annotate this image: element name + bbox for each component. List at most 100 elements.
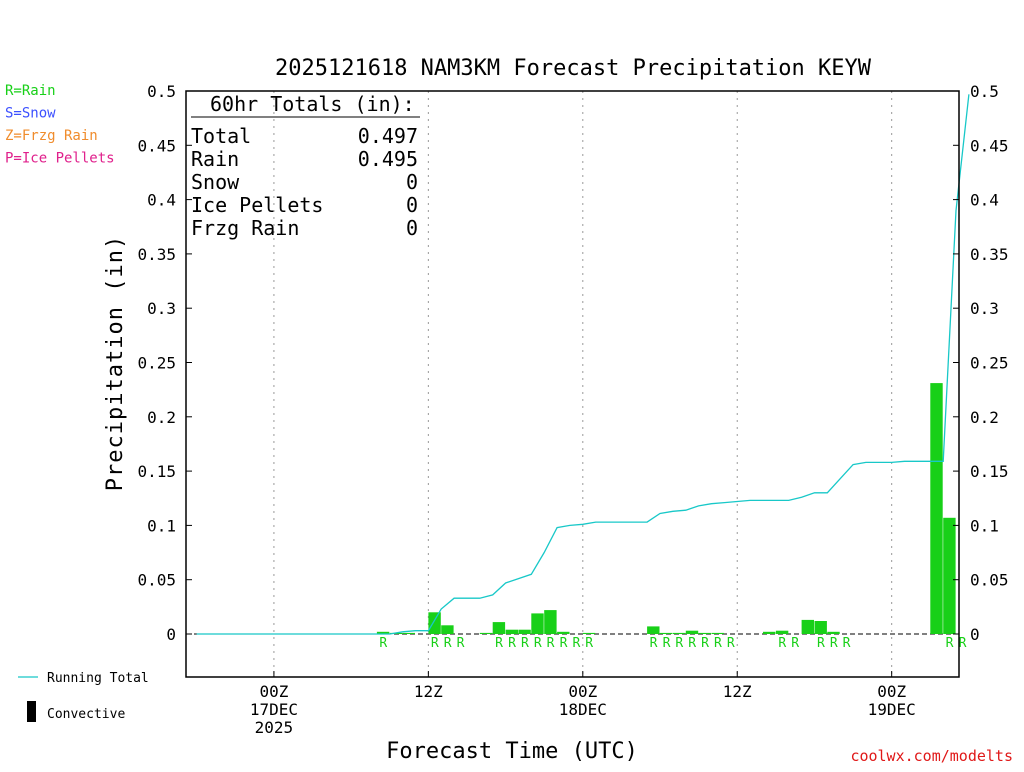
precip-bar bbox=[402, 632, 415, 634]
y-axis-label: Precipitation (in) bbox=[103, 235, 128, 491]
x-tick-label: 12Z bbox=[414, 682, 443, 701]
precip-bar bbox=[801, 619, 814, 634]
ptype-legend-item: Z=Frzg Rain bbox=[5, 128, 98, 144]
x-tick-label: 00Z bbox=[259, 682, 288, 701]
precip-bars bbox=[376, 383, 956, 634]
precip-type-label: R bbox=[534, 636, 542, 651]
precip-bar bbox=[518, 629, 531, 634]
y-tick-label-right: 0.05 bbox=[970, 571, 1009, 590]
y-tick-label-right: 0.25 bbox=[970, 354, 1009, 373]
y-tick-label: 0.5 bbox=[147, 82, 176, 101]
precip-bar bbox=[660, 632, 673, 634]
precip-type-label: R bbox=[495, 636, 503, 651]
x-axis-label: Forecast Time (UTC) bbox=[386, 739, 638, 764]
y-tick-label-right: 0.35 bbox=[970, 245, 1009, 264]
y-tick-label-right: 0.5 bbox=[970, 82, 999, 101]
totals-row-label: Snow bbox=[191, 170, 240, 194]
x-tick-label: 2025 bbox=[255, 718, 294, 737]
precip-type-label: R bbox=[379, 636, 387, 651]
y-tick-label: 0.2 bbox=[147, 408, 176, 427]
chart-title: 2025121618 NAM3KM Forecast Precipitation… bbox=[275, 56, 872, 81]
y-tick-label: 0.25 bbox=[137, 354, 176, 373]
totals-row-value: 0 bbox=[406, 170, 418, 194]
ptype-legend-item: R=Rain bbox=[5, 83, 56, 99]
totals-row-value: 0 bbox=[406, 193, 418, 217]
precip-bar bbox=[647, 626, 660, 634]
precip-type-label: R bbox=[572, 636, 580, 651]
plot-frame bbox=[185, 90, 960, 678]
precip-bar bbox=[582, 632, 596, 634]
y-tick-label-right: 0.4 bbox=[970, 191, 999, 210]
precip-type-label: R bbox=[714, 636, 722, 651]
precip-type-label: R bbox=[830, 636, 838, 651]
credit-text: coolwx.com/modelts bbox=[850, 747, 1013, 765]
precip-type-label: R bbox=[521, 636, 529, 651]
precip-type-label: R bbox=[560, 636, 568, 651]
legend-bar-swatch bbox=[27, 701, 36, 722]
precip-bar bbox=[376, 631, 390, 634]
precip-bar bbox=[557, 631, 570, 634]
y-tick-label-right: 0.45 bbox=[970, 136, 1009, 155]
precip-bar bbox=[672, 632, 686, 634]
x-tick-label: 12Z bbox=[723, 682, 752, 701]
y-tick-label: 0.3 bbox=[147, 299, 176, 318]
ptype-legend-item: P=Ice Pellets bbox=[5, 151, 115, 167]
precip-bar bbox=[698, 632, 711, 634]
y-tick-label-right: 0 bbox=[970, 625, 980, 644]
totals-row-label: Total bbox=[191, 124, 251, 148]
precip-bar bbox=[930, 383, 943, 634]
precip-bar bbox=[775, 630, 789, 634]
precip-bar bbox=[544, 610, 557, 634]
precip-type-label: R bbox=[675, 636, 683, 651]
y-tick-label-right: 0.3 bbox=[970, 299, 999, 318]
totals-row-label: Rain bbox=[191, 147, 239, 171]
precip-type-label: R bbox=[431, 636, 439, 651]
precip-bar bbox=[685, 630, 699, 634]
precip-type-label: R bbox=[791, 636, 799, 651]
precip-type-label: R bbox=[585, 636, 593, 651]
totals-row-value: 0 bbox=[406, 216, 418, 240]
y-tick-label: 0.15 bbox=[137, 462, 176, 481]
x-tick-label: 18DEC bbox=[559, 700, 607, 719]
y-tick-label: 0 bbox=[166, 625, 176, 644]
legend-line-label: Running Total bbox=[47, 671, 149, 686]
y-tick-label: 0.45 bbox=[137, 136, 176, 155]
precip-bar bbox=[531, 613, 544, 634]
precip-type-label: R bbox=[457, 636, 465, 651]
y-tick-label: 0.1 bbox=[147, 516, 176, 535]
precip-bar bbox=[428, 612, 441, 634]
precip-type-label: R bbox=[663, 636, 671, 651]
totals-row-label: Frzg Rain bbox=[191, 216, 299, 240]
y-tick-label: 0.35 bbox=[137, 245, 176, 264]
ptype-legend-item: S=Snow bbox=[5, 106, 56, 122]
y-tick-label-right: 0.1 bbox=[970, 516, 999, 535]
precip-type-legend: R=Rain S=Snow Z=Frzg Rain P=Ice Pellets bbox=[5, 83, 115, 167]
precip-bar bbox=[711, 632, 724, 634]
x-tick-label: 00Z bbox=[877, 682, 906, 701]
totals-row-value: 0.495 bbox=[358, 147, 418, 171]
precip-type-label: R bbox=[444, 636, 452, 651]
precip-type-label: R bbox=[508, 636, 516, 651]
precip-bar bbox=[763, 631, 776, 634]
totals-header: 60hr Totals (in): bbox=[210, 92, 415, 116]
legend-bar-label: Convective bbox=[47, 707, 125, 722]
precip-bar bbox=[505, 629, 518, 634]
running-total-line bbox=[196, 94, 970, 635]
x-tick-label: 17DEC bbox=[250, 700, 298, 719]
precip-type-label: R bbox=[778, 636, 786, 651]
precip-type-label: R bbox=[946, 636, 954, 651]
y-tick-label: 0.4 bbox=[147, 191, 176, 210]
x-tick-label: 19DEC bbox=[868, 700, 916, 719]
precip-type-label: R bbox=[727, 636, 735, 651]
precip-type-label: R bbox=[650, 636, 658, 651]
running-total-polyline bbox=[196, 94, 970, 635]
precip-bar bbox=[814, 621, 827, 634]
y-tick-label: 0.05 bbox=[137, 571, 176, 590]
totals-box: 60hr Totals (in): Total 0.497 Rain 0.495 Sno… bbox=[191, 92, 420, 240]
y-tick-label-right: 0.15 bbox=[970, 462, 1009, 481]
vertical-gridlines bbox=[273, 91, 893, 677]
precip-bar bbox=[827, 631, 840, 634]
